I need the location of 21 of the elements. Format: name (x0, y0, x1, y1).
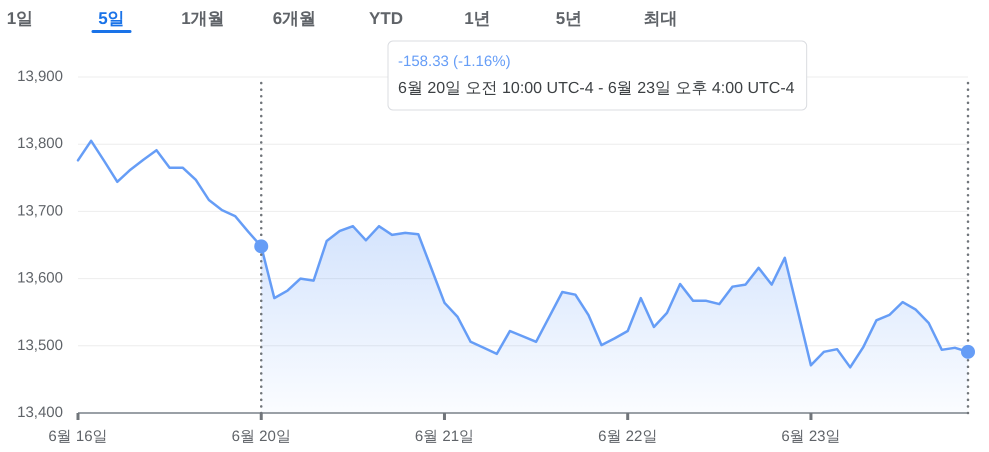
text: 1개월 (181, 9, 225, 28)
chart-title: -158.33 (-1.16%) (398, 53, 511, 70)
text: 최대 (644, 9, 678, 28)
text: 1일 (6, 9, 34, 28)
x-tick-label: 6월 16일 (48, 428, 108, 445)
y-tick-label: 13,700 (17, 202, 63, 220)
text: YTD (369, 9, 403, 28)
text: 1년 (464, 9, 491, 28)
y-tick-label: 13,400 (17, 404, 63, 421)
y-tick-label: 13,900 (17, 68, 63, 85)
text: 5년 (556, 9, 582, 28)
x-tick-label: 6월 21일 (414, 428, 474, 445)
text: 6개월 (272, 9, 316, 28)
x-tick-label: 6월 23일 (781, 428, 841, 445)
chart-subtitle: 6월 20일 오전 10:00 UTC-4 - 6월 23일 오후 4:00 UTC-4 (398, 80, 795, 97)
y-tick-label: 13,800 (17, 135, 63, 152)
x-tick-label: 6월 22일 (598, 428, 658, 445)
y-tick-label: 13,500 (17, 336, 63, 354)
x-tick-label: 6월 20일 (232, 428, 291, 445)
y-tick-label: 13,600 (17, 270, 63, 287)
text: 5일 (98, 9, 125, 28)
